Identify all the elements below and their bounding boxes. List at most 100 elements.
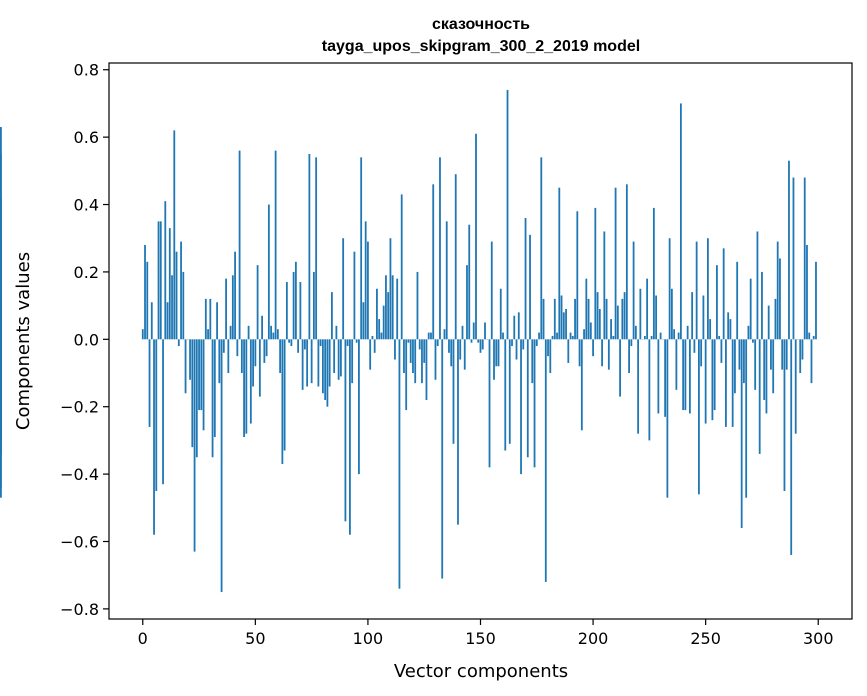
bar <box>481 339 484 350</box>
bar <box>810 339 813 384</box>
bar <box>781 339 784 370</box>
bar <box>779 258 781 340</box>
bar <box>267 204 270 340</box>
bar <box>472 322 475 340</box>
bar <box>272 332 275 340</box>
bar <box>403 339 405 374</box>
bar <box>783 339 786 491</box>
bar <box>436 339 439 347</box>
bar <box>576 211 579 340</box>
bar <box>605 298 608 340</box>
bar <box>254 339 257 367</box>
bar <box>799 339 802 374</box>
bar <box>398 339 401 589</box>
bar <box>812 335 815 340</box>
bar <box>513 315 516 340</box>
bar <box>578 339 581 367</box>
bar <box>166 302 169 340</box>
bar <box>353 251 356 340</box>
bar <box>533 339 536 468</box>
y-tick-label: −0.8 <box>60 600 99 619</box>
bar <box>306 339 309 387</box>
y-tick-label: −0.6 <box>60 532 99 551</box>
bar <box>587 298 590 340</box>
bar <box>367 241 369 340</box>
x-tick-label: 100 <box>353 629 384 648</box>
bar <box>301 339 304 390</box>
bar <box>258 339 261 397</box>
bar <box>441 339 444 579</box>
bar <box>702 295 705 340</box>
x-axis: 0 50 100 150 200 250 300 <box>138 619 834 648</box>
bar <box>459 339 462 360</box>
bar <box>369 339 372 370</box>
bar <box>628 339 630 374</box>
bar <box>470 339 473 343</box>
bar <box>211 339 214 458</box>
bar <box>549 339 552 374</box>
bar <box>204 298 207 340</box>
bar <box>177 339 180 347</box>
y-tick-label: 0.8 <box>74 61 99 80</box>
bar <box>774 298 777 340</box>
x-tick-label: 0 <box>138 629 148 648</box>
bar <box>373 339 376 353</box>
bar <box>792 177 795 340</box>
bar <box>520 339 522 475</box>
bar <box>553 298 556 340</box>
bar <box>569 332 572 340</box>
bar <box>727 312 730 340</box>
bar <box>423 339 426 363</box>
bar <box>716 265 718 340</box>
bar <box>698 339 700 495</box>
bar <box>693 339 696 353</box>
bar <box>567 339 570 363</box>
bar <box>522 339 525 350</box>
bar <box>236 339 239 357</box>
bar <box>303 339 306 350</box>
bar <box>666 339 669 498</box>
bar <box>400 194 403 340</box>
bar <box>761 271 763 340</box>
bar <box>632 241 635 340</box>
x-tick-label: 250 <box>690 629 721 648</box>
bar <box>686 325 689 340</box>
y-tick-label: 0.6 <box>74 128 99 147</box>
bar <box>434 339 437 380</box>
bar <box>700 339 703 367</box>
bar <box>709 319 712 340</box>
bar <box>544 339 547 582</box>
bar <box>231 275 234 340</box>
bar <box>270 325 273 340</box>
bar <box>261 315 263 340</box>
bar <box>331 292 333 340</box>
bar <box>745 339 748 498</box>
bar <box>382 305 385 340</box>
bar <box>173 130 176 340</box>
bar <box>238 150 241 340</box>
bar <box>153 339 155 535</box>
bar <box>432 184 435 340</box>
bar <box>351 339 354 384</box>
bar <box>610 319 612 340</box>
bar <box>803 177 806 340</box>
bar <box>688 339 691 414</box>
bar <box>319 339 322 347</box>
bar <box>387 292 390 340</box>
bar <box>670 288 673 340</box>
bar <box>614 187 617 340</box>
bar <box>310 339 313 384</box>
bar <box>283 339 286 451</box>
bar <box>585 278 588 340</box>
bar <box>704 339 707 424</box>
bar <box>623 292 626 340</box>
bar <box>729 319 732 340</box>
bar <box>454 174 457 340</box>
y-tick-label: −0.2 <box>60 398 99 417</box>
bar <box>535 339 538 347</box>
bar <box>562 312 565 340</box>
bar <box>655 295 658 340</box>
bar <box>547 339 549 357</box>
bar <box>616 305 619 340</box>
